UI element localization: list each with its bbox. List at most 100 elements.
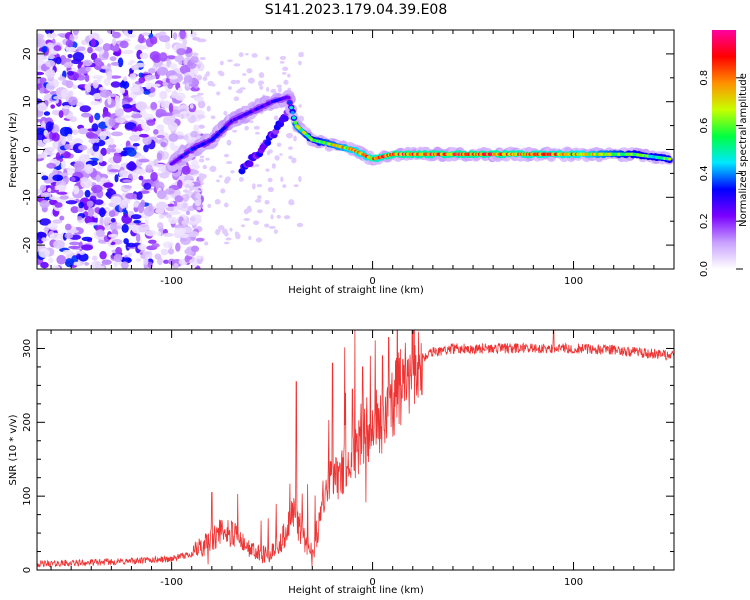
noise-blob — [183, 134, 189, 141]
noise-blob — [46, 162, 57, 169]
noise-blob — [64, 232, 74, 239]
noise-blob — [168, 210, 181, 215]
noise-blob — [84, 215, 96, 225]
noise-blob — [149, 36, 158, 45]
noise-blob — [158, 31, 167, 36]
noise-blob — [190, 55, 199, 64]
noise-blob — [287, 73, 291, 78]
noise-blob — [119, 87, 126, 94]
noise-blob — [223, 202, 229, 208]
noise-blob — [139, 110, 147, 116]
noise-blob — [68, 90, 74, 97]
noise-blob — [282, 66, 289, 72]
noise-blob — [226, 139, 232, 146]
noise-blob — [225, 161, 233, 165]
noise-blob — [63, 58, 72, 63]
noise-blob — [47, 54, 55, 60]
noise-blob — [257, 209, 263, 214]
noise-blob — [96, 229, 105, 238]
noise-blob — [246, 68, 253, 74]
noise-blob — [267, 186, 274, 193]
noise-blob — [90, 38, 96, 48]
noise-blob — [119, 80, 130, 90]
noise-blob — [73, 185, 80, 195]
snr-frame — [36, 329, 675, 571]
noise-blob — [120, 150, 129, 157]
noise-blob — [168, 216, 178, 225]
noise-blob — [77, 216, 83, 221]
noise-blob — [168, 75, 179, 80]
noise-blob — [162, 81, 168, 87]
noise-blob — [172, 32, 178, 40]
noise-blob — [39, 87, 45, 94]
noise-blob — [37, 37, 46, 48]
noise-blob — [84, 74, 90, 82]
noise-blob — [138, 33, 145, 44]
noise-blob — [90, 52, 98, 61]
noise-blob — [127, 252, 132, 258]
noise-blob — [120, 261, 129, 269]
noise-blob — [129, 85, 141, 93]
noise-blob — [71, 59, 82, 65]
noise-blob — [205, 71, 210, 76]
chart-title: S141.2023.179.04.39.E08 — [265, 2, 448, 18]
noise-blob — [216, 179, 220, 183]
noise-blob — [123, 76, 128, 82]
noise-blob — [162, 232, 174, 237]
noise-blob — [288, 146, 293, 150]
noise-blob — [110, 218, 116, 223]
noise-blob — [167, 203, 175, 208]
noise-blob — [197, 92, 204, 96]
noise-blob — [111, 31, 121, 39]
noise-blob — [298, 175, 302, 183]
noise-blob — [109, 148, 117, 153]
noise-blob — [220, 188, 226, 194]
noise-blob — [296, 222, 304, 228]
noise-blob — [178, 61, 183, 65]
noise-blob — [80, 112, 92, 118]
noise-blob — [298, 60, 302, 66]
spectrogram-x-tick-label: 0 — [369, 276, 375, 287]
noise-blob — [140, 254, 146, 259]
noise-blob — [274, 155, 280, 161]
noise-blob — [159, 128, 165, 133]
noise-blob — [108, 210, 116, 218]
noise-blob — [206, 105, 211, 112]
noise-blob — [108, 169, 120, 173]
ridge-core — [292, 116, 297, 120]
noise-blob — [81, 236, 93, 242]
noise-blob — [165, 206, 176, 212]
noise-blob — [85, 66, 91, 72]
noise-blob — [156, 230, 162, 237]
noise-blob — [65, 200, 78, 205]
secondary-ridge-blob — [246, 160, 254, 168]
noise-blob — [288, 155, 293, 160]
noise-blob — [219, 60, 224, 66]
noise-blob — [247, 77, 255, 84]
noise-blob — [282, 184, 287, 189]
noise-blob — [92, 79, 99, 89]
noise-blob — [272, 208, 276, 213]
noise-blob — [190, 130, 199, 138]
noise-blob — [210, 115, 216, 120]
noise-blob — [50, 227, 58, 231]
noise-blob — [144, 218, 149, 226]
noise-blob — [196, 74, 203, 81]
noise-blob — [103, 182, 114, 188]
noise-blob — [108, 144, 117, 149]
noise-blob — [254, 199, 262, 203]
colorbar-label: Normalized spectral amplitude — [738, 73, 749, 227]
noise-blob — [151, 83, 161, 87]
noise-blob — [137, 243, 147, 251]
noise-blob — [112, 153, 122, 164]
noise-blob — [145, 229, 157, 237]
noise-blob — [258, 72, 265, 79]
noise-blob — [246, 205, 252, 211]
noise-blob — [135, 233, 141, 242]
noise-blob — [174, 227, 186, 235]
snr-series-line — [37, 330, 674, 568]
noise-blob — [138, 133, 149, 138]
snr-y-tick-label: 100 — [22, 487, 33, 506]
noise-blob — [293, 135, 297, 142]
